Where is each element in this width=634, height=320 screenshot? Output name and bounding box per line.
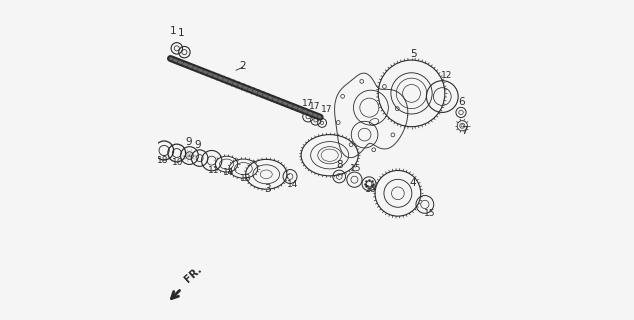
Text: 2: 2 [239,61,246,71]
Text: 5: 5 [410,49,417,59]
Text: 11: 11 [207,166,219,175]
Text: 17: 17 [309,102,321,111]
Text: 9: 9 [186,137,192,147]
Text: 7: 7 [461,126,468,136]
Text: 1: 1 [178,28,184,38]
Text: 9: 9 [195,140,202,150]
Text: 10: 10 [172,158,183,167]
Text: 13: 13 [240,174,251,183]
Text: 16: 16 [365,185,377,194]
Text: 15: 15 [424,209,435,218]
Text: 15: 15 [351,164,362,173]
Text: 4: 4 [409,178,416,188]
Text: FR.: FR. [183,264,204,284]
Text: 17: 17 [302,99,313,108]
Text: 6: 6 [458,97,465,107]
Text: 14: 14 [287,180,298,189]
Text: 14: 14 [223,168,235,177]
Text: 12: 12 [441,71,453,80]
Text: 8: 8 [336,160,342,170]
Text: 18: 18 [157,156,168,165]
Text: 3: 3 [264,184,270,194]
Text: 17: 17 [321,105,332,115]
Text: 1: 1 [169,26,176,36]
